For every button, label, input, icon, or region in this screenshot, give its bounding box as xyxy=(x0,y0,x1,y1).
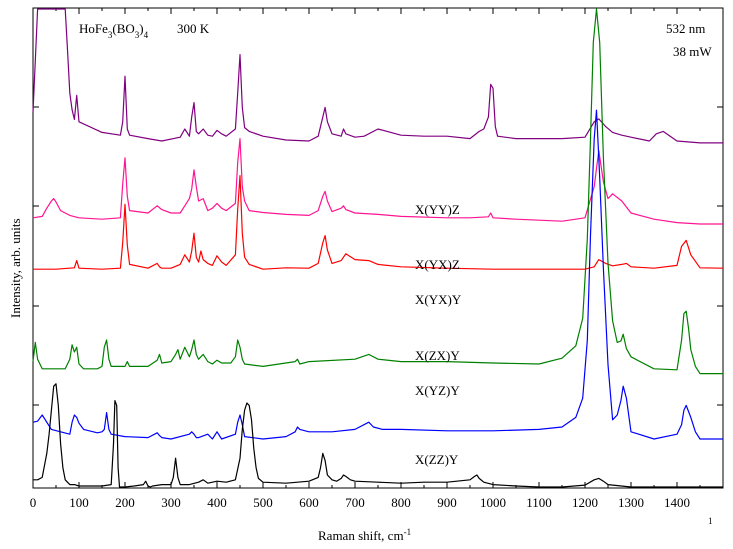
series-line xyxy=(33,175,724,270)
x-axis-ticks: 0 100 200 300 400 500 600 700 800 900 1000 1100 1200… xyxy=(30,8,701,510)
series-label: X(YX)Y xyxy=(415,292,462,307)
series-label: X(YX)Z xyxy=(415,257,460,272)
compound-label: HoFe3(BO3)4 xyxy=(79,21,149,40)
plot-frame xyxy=(32,7,724,489)
series-label: X(YZ)Y xyxy=(415,383,460,398)
x-tick-label: 1400 xyxy=(664,495,690,510)
series-label: X(YY)Z xyxy=(415,202,460,217)
x-tick-label: 1100 xyxy=(526,495,552,510)
series-layer xyxy=(32,8,724,488)
x-tick-label: 1000 xyxy=(480,495,506,510)
x-tick-label: 100 xyxy=(69,495,89,510)
x-tick-label: 800 xyxy=(391,495,411,510)
x-tick-label: 1200 xyxy=(572,495,598,510)
x-tick-label: 0 xyxy=(30,495,37,510)
power-label: 38 mW xyxy=(673,44,712,59)
wavelength-label: 532 nm xyxy=(666,21,705,36)
x-tick-label: 1300 xyxy=(618,495,644,510)
x-tick-label: 900 xyxy=(437,495,457,510)
x-tick-label: 300 xyxy=(161,495,181,510)
temperature-label: 300 K xyxy=(177,21,210,36)
y-axis-title: Intensity, arb. units xyxy=(8,218,23,318)
corner-mark: 1 xyxy=(708,516,713,526)
series-label: X(ZX)Y xyxy=(415,348,460,363)
x-tick-label: 400 xyxy=(207,495,227,510)
x-tick-label: 600 xyxy=(299,495,319,510)
series-line xyxy=(32,8,723,375)
series-label: X(ZZ)Y xyxy=(415,452,459,467)
x-tick-label: 700 xyxy=(345,495,365,510)
y-axis-ticks xyxy=(33,7,723,406)
x-tick-label: 200 xyxy=(115,495,135,510)
series-labels: X(YY)Z X(YX)Z X(YX)Y X(ZX)Y X(YZ)Y X(ZZ)Y xyxy=(415,202,462,467)
series-line xyxy=(32,8,723,144)
series-line xyxy=(32,138,723,225)
series-line xyxy=(33,383,723,488)
series-line xyxy=(32,109,723,440)
x-tick-label: 500 xyxy=(253,495,273,510)
x-axis-title: Raman shift, cm-1 xyxy=(318,527,411,543)
